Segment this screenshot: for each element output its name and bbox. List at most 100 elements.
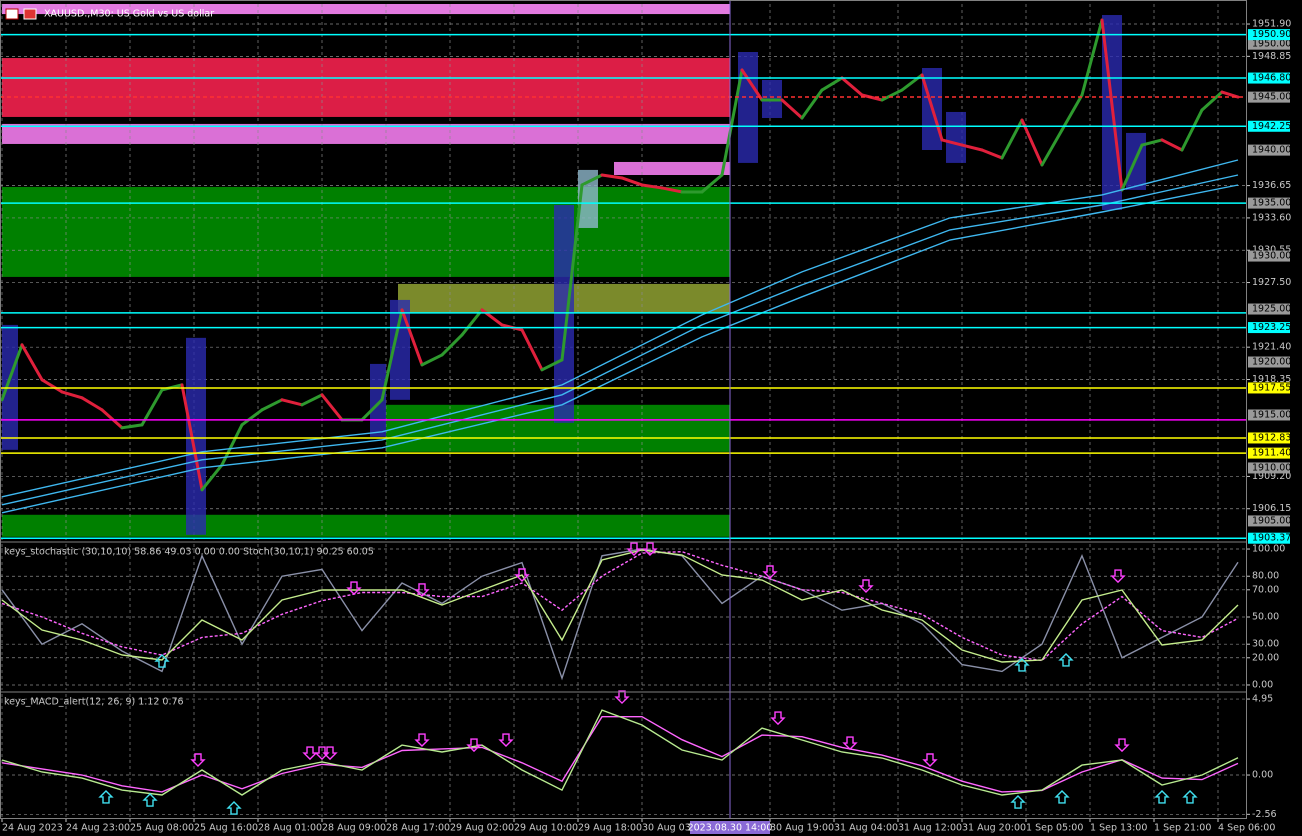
price-segment [980, 148, 1004, 160]
price-marker [1248, 409, 1290, 421]
price-marker [1248, 303, 1290, 315]
price-segment [100, 408, 124, 430]
price-segment [920, 73, 944, 142]
price-segment [360, 398, 384, 422]
level-label: 1911.40 [1252, 448, 1291, 459]
price-segment [80, 396, 104, 412]
x-tick-label: 24 Aug 23:00 [66, 823, 130, 834]
price-segment [740, 68, 764, 102]
y-tick-label: 1948.85 [1252, 51, 1291, 62]
price-segment [960, 143, 984, 152]
price-marker [1248, 38, 1290, 50]
x-tick-label: 24 Aug 2023 [2, 823, 63, 834]
price-marker-label: 1950.00 [1252, 39, 1291, 50]
down-arrow [190, 753, 206, 767]
zone [2, 4, 730, 15]
down-arrow [1110, 569, 1126, 584]
price-segment [1100, 18, 1124, 192]
pane-title: keys_MACD_alert(12, 26, 9) 1.12 0.76 [4, 697, 184, 708]
down-arrow [314, 746, 330, 761]
down-arrow [626, 542, 642, 557]
y-tick-label: 50.00 [1252, 612, 1279, 623]
window-icon [5, 8, 19, 20]
zone [2, 186, 730, 277]
price-marker-label: 1925.00 [1252, 304, 1291, 315]
crosshair-label: 2023.08.30 14:00 [688, 823, 773, 834]
price-segment [1160, 138, 1184, 152]
level-label: 1942.25 [1252, 121, 1291, 132]
price-segment [420, 353, 444, 367]
y-tick-label: 0.00 [1252, 679, 1273, 690]
price-marker [1248, 356, 1290, 368]
price-marker-label: 1940.00 [1252, 145, 1291, 156]
price-marker-label: 1935.00 [1252, 198, 1291, 209]
price-segment [880, 88, 904, 102]
x-tick-label: 25 Aug 08:00 [130, 823, 194, 834]
price-segment [540, 358, 564, 372]
x-tick-label: 28 Aug 01:00 [258, 823, 322, 834]
price-segment [640, 183, 664, 190]
price-segment [1080, 18, 1104, 97]
highlight-box [554, 204, 574, 423]
x-tick-label: 1 Sep 05:00 [1026, 823, 1083, 834]
down-arrow [302, 746, 318, 761]
up-arrow [1154, 789, 1170, 804]
window-title: XAUUSD.,M30: US Gold vs US dollar [44, 9, 214, 20]
chart-border [0, 0, 1247, 819]
y-tick-label: 30.00 [1252, 639, 1279, 650]
price-segment [280, 398, 304, 407]
y-tick-label: 0.00 [1252, 770, 1273, 781]
series-line [1, 548, 1239, 681]
price-marker-label: 1945.00 [1252, 92, 1291, 103]
price-marker-label: 1910.00 [1252, 462, 1291, 473]
price-segment [1140, 138, 1164, 147]
price-segment [520, 328, 544, 372]
down-arrow [858, 579, 874, 593]
down-arrow [1114, 738, 1130, 753]
y-tick-label: 1951.90 [1252, 19, 1291, 30]
down-arrow [466, 738, 482, 753]
level-label: 1903.37 [1252, 533, 1291, 544]
highlight-box [186, 337, 206, 535]
price-marker-label: 1920.00 [1252, 357, 1291, 368]
price-segment [560, 183, 584, 362]
level-marker [1248, 120, 1290, 132]
level-marker [1248, 29, 1290, 41]
series-line [1, 549, 1239, 663]
level-marker [1248, 72, 1290, 84]
highlight-box [390, 299, 410, 400]
price-segment [320, 393, 344, 422]
level-marker [1248, 532, 1290, 544]
window-icon [23, 8, 37, 20]
x-tick-label: 25 Aug 16:00 [194, 823, 258, 834]
zone [614, 161, 730, 176]
x-tick-label: 4 Sep 06:00 [1218, 823, 1275, 834]
price-segment [780, 98, 804, 120]
x-tick-label: 31 Aug 20:00 [962, 823, 1026, 834]
y-tick-label: 70.00 [1252, 584, 1279, 595]
price-segment [120, 423, 144, 430]
up-arrow [1058, 652, 1074, 667]
zone [2, 58, 730, 117]
down-arrow [762, 565, 778, 579]
level-label: 1917.55 [1252, 382, 1291, 393]
down-arrow [514, 568, 530, 582]
down-arrow [322, 746, 338, 761]
x-tick-label: 1 Sep 13:00 [1090, 823, 1147, 834]
y-tick-label: 4.95 [1252, 694, 1273, 705]
x-tick-label: 30 Aug 19:00 [770, 823, 834, 834]
level-marker [1248, 447, 1290, 459]
series-line [1, 550, 1239, 662]
up-arrow [142, 793, 158, 807]
price-segment [260, 398, 284, 412]
price-segment [1020, 118, 1044, 167]
up-arrow [1010, 795, 1026, 809]
x-tick-label: 1 Sep 21:00 [1154, 823, 1211, 834]
level-label: 1912.83 [1252, 432, 1291, 443]
price-segment [840, 76, 864, 97]
y-tick-label: 100.00 [1252, 544, 1285, 555]
price-marker [1248, 144, 1290, 156]
pane-title: keys_stochastic (30,10,10) 58.86 49.03 0… [4, 547, 374, 558]
down-arrow [346, 581, 362, 596]
